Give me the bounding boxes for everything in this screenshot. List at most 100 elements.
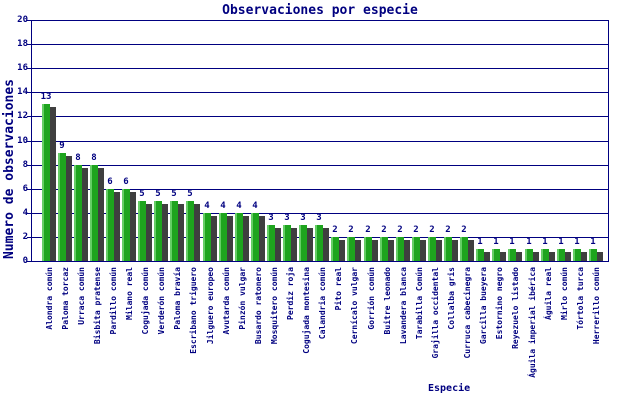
x-tick-label: Herrerillo común bbox=[592, 267, 601, 345]
bar bbox=[589, 249, 597, 261]
x-tick-label: Lavandera blanca bbox=[399, 267, 408, 345]
bar-shadow bbox=[321, 228, 329, 261]
bar bbox=[42, 104, 50, 261]
plot-area bbox=[31, 20, 609, 262]
y-tick-label: 4 bbox=[22, 208, 28, 218]
bar-shadow bbox=[418, 240, 426, 261]
x-tick-label: Jilguero europeo bbox=[206, 267, 215, 345]
bar bbox=[74, 165, 82, 261]
x-tick-label: Curruca cabecinegra bbox=[463, 267, 472, 359]
y-tick bbox=[27, 20, 31, 21]
bar bbox=[235, 213, 243, 261]
y-tick-label: 20 bbox=[17, 15, 28, 25]
bar-value-label: 2 bbox=[461, 225, 467, 235]
bar-value-label: 2 bbox=[413, 225, 419, 235]
bar-value-label: 2 bbox=[397, 225, 403, 235]
bar-value-label: 2 bbox=[381, 225, 387, 235]
y-tick bbox=[27, 165, 31, 166]
bar-shadow bbox=[386, 240, 394, 261]
gridline bbox=[32, 213, 608, 214]
bar-shadow bbox=[402, 240, 410, 261]
bar-shadow bbox=[531, 252, 539, 261]
bar-shadow bbox=[96, 168, 104, 261]
bar bbox=[492, 249, 500, 261]
bar-value-label: 3 bbox=[268, 213, 274, 223]
bar-value-label: 2 bbox=[348, 225, 354, 235]
bar-shadow bbox=[305, 228, 313, 261]
y-tick bbox=[27, 68, 31, 69]
bar-value-label: 2 bbox=[365, 225, 371, 235]
bar-shadow bbox=[257, 216, 265, 261]
bar-shadow bbox=[176, 204, 184, 261]
bar-shadow bbox=[289, 228, 297, 261]
bar-shadow bbox=[563, 252, 571, 261]
gridline bbox=[32, 92, 608, 93]
x-tick-label: Tórtola turca bbox=[576, 267, 585, 330]
bar bbox=[154, 201, 162, 261]
bar bbox=[170, 201, 178, 261]
bar-value-label: 1 bbox=[493, 237, 499, 247]
bar-value-label: 5 bbox=[155, 189, 161, 199]
bar-shadow bbox=[579, 252, 587, 261]
x-tick-label: Perdiz roja bbox=[286, 267, 295, 320]
x-tick-label: Águila real bbox=[544, 267, 553, 320]
bar bbox=[380, 237, 388, 261]
bar-shadow bbox=[547, 252, 555, 261]
bar-value-label: 1 bbox=[574, 237, 580, 247]
x-tick-label: Cernícalo vulgar bbox=[350, 267, 359, 345]
bar-value-label: 1 bbox=[590, 237, 596, 247]
bar-value-label: 4 bbox=[204, 201, 210, 211]
bar bbox=[315, 225, 323, 261]
x-tick-label: Paloma bravía bbox=[173, 267, 182, 330]
x-tick-label: Bisbita pratense bbox=[93, 267, 102, 345]
y-tick bbox=[27, 116, 31, 117]
bar-shadow bbox=[128, 192, 136, 261]
bar-value-label: 5 bbox=[139, 189, 145, 199]
bar bbox=[219, 213, 227, 261]
x-tick-label: Buitre leonado bbox=[383, 267, 392, 335]
bar-value-label: 13 bbox=[40, 92, 52, 102]
bar-value-label: 3 bbox=[284, 213, 290, 223]
x-tick-label: Pito real bbox=[334, 267, 343, 311]
bar-shadow bbox=[498, 252, 506, 261]
x-tick-label: Grajilla occidental bbox=[431, 267, 440, 359]
x-tick-label: Paloma torcaz bbox=[61, 267, 70, 330]
x-tick-label: Collalba gris bbox=[447, 267, 456, 330]
bar bbox=[428, 237, 436, 261]
y-tick bbox=[27, 213, 31, 214]
bar-value-label: 8 bbox=[91, 153, 97, 163]
bar-shadow bbox=[209, 216, 217, 261]
bar-shadow bbox=[370, 240, 378, 261]
bar bbox=[90, 165, 98, 261]
x-tick-label: Pardillo común bbox=[109, 267, 118, 335]
y-tick bbox=[27, 237, 31, 238]
bar bbox=[364, 237, 372, 261]
bar-shadow bbox=[595, 252, 603, 261]
x-tick-label: Verderón común bbox=[157, 267, 166, 335]
bar-shadow bbox=[192, 204, 200, 261]
bar-shadow bbox=[64, 156, 72, 261]
y-tick bbox=[27, 141, 31, 142]
bar-value-label: 2 bbox=[332, 225, 338, 235]
bar-shadow bbox=[112, 192, 120, 261]
bar-value-label: 5 bbox=[171, 189, 177, 199]
bar-value-label: 3 bbox=[316, 213, 322, 223]
bar-value-label: 1 bbox=[509, 237, 515, 247]
bar bbox=[122, 189, 130, 261]
x-tick-label: Garcilla bueyera bbox=[479, 267, 488, 345]
y-tick bbox=[27, 261, 31, 262]
bar bbox=[203, 213, 211, 261]
bar bbox=[412, 237, 420, 261]
bar-shadow bbox=[337, 240, 345, 261]
x-tick-label: Reyezuelo listado bbox=[511, 267, 520, 349]
y-tick-label: 10 bbox=[17, 136, 28, 146]
x-tick-label: Estornino negro bbox=[495, 267, 504, 340]
x-tick-label: Alondra común bbox=[45, 267, 54, 330]
bar bbox=[138, 201, 146, 261]
y-tick-label: 16 bbox=[17, 63, 28, 73]
bar-value-label: 5 bbox=[187, 189, 193, 199]
x-tick-label: Avutarda común bbox=[222, 267, 231, 335]
gridline bbox=[32, 165, 608, 166]
bar-shadow bbox=[225, 216, 233, 261]
